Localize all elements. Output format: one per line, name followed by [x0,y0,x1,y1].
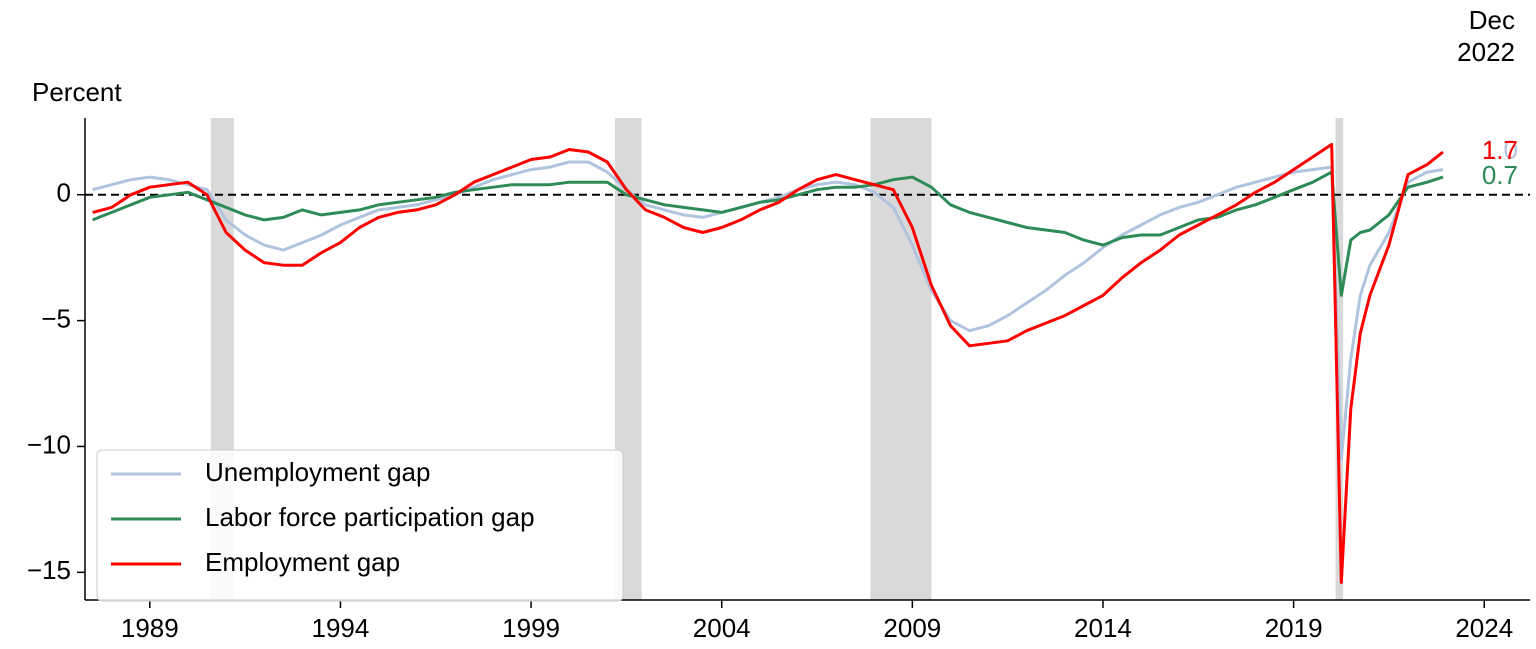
end-label: 1.0 [1482,134,1518,164]
legend-label: Labor force participation gap [205,502,535,532]
x-tick-label: 1994 [312,613,370,643]
date-annotation: Dec [1469,5,1515,35]
end-label: 0.7 [1482,160,1518,190]
x-tick-label: 2014 [1074,613,1132,643]
date-annotation: 2022 [1457,37,1515,67]
y-tick-label: −5 [41,303,71,333]
x-tick-label: 1999 [502,613,560,643]
x-tick-label: 2009 [883,613,941,643]
legend-label: Unemployment gap [205,457,430,487]
recession-shade [870,118,932,600]
x-tick-label: 1989 [121,613,179,643]
y-tick-label: −15 [27,555,71,585]
y-axis-label: Percent [32,77,122,107]
series-line [92,160,1444,461]
legend-box [96,449,624,602]
legend-label: Employment gap [205,547,400,577]
y-tick-label: 0 [57,178,71,208]
x-tick-label: 2024 [1455,613,1513,643]
x-tick-label: 2019 [1265,613,1323,643]
x-tick-label: 2004 [693,613,751,643]
end-label: 1.7 [1482,135,1518,165]
series-line [92,142,1444,584]
y-tick-label: −10 [27,429,71,459]
series-line [92,170,1444,297]
